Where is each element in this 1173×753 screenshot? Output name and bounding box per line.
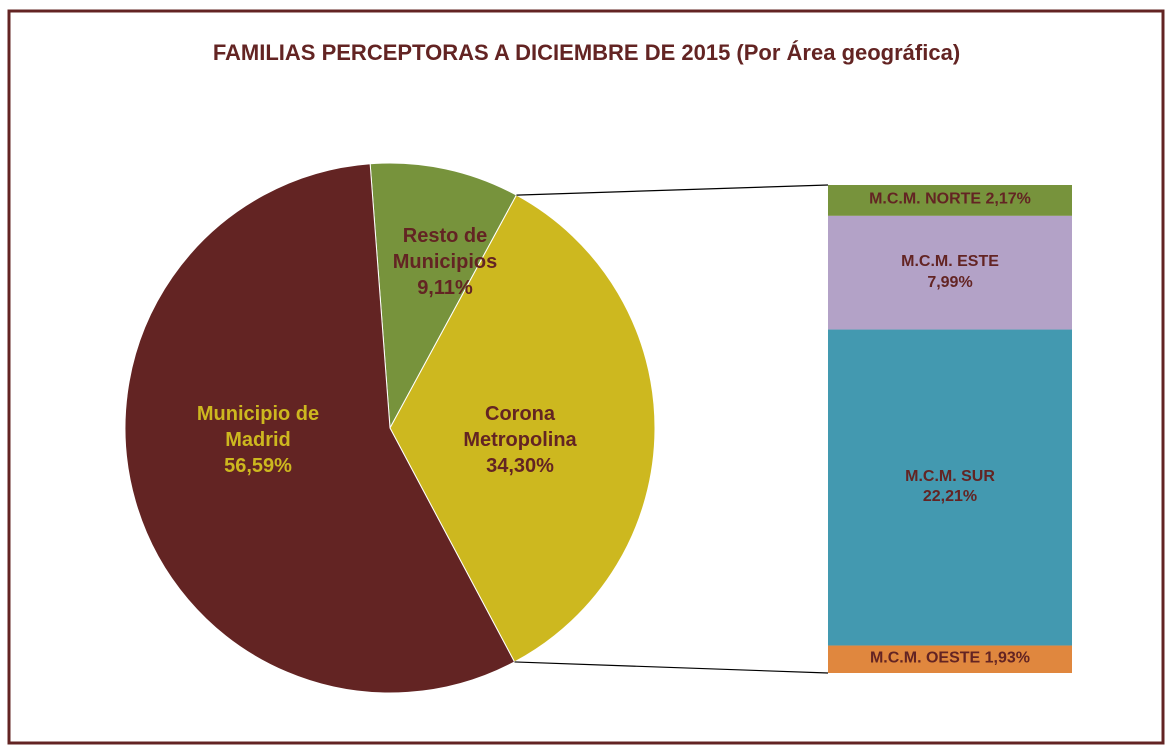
bar-segment <box>828 215 1072 330</box>
slice-label: Corona Metropolina 34,30% <box>440 401 600 479</box>
bar-value: 2,17% <box>985 191 1031 209</box>
chart-title: FAMILIAS PERCEPTORAS A DICIEMBRE DE 2015… <box>212 40 961 65</box>
bar-category: M.C.M. NORTE <box>869 191 982 209</box>
bar-value: 1,93% <box>984 649 1031 667</box>
bar-segment <box>828 645 1072 673</box>
slice-category: Corona Metropolina <box>463 403 577 451</box>
slice-value: 56,59% <box>224 455 292 477</box>
bar-label: M.C.M. OESTE 1,93% <box>828 649 1072 670</box>
bar-label: M.C.M. SUR 22,21% <box>828 467 1072 509</box>
slice-label: Municipio de Madrid 56,59% <box>183 401 333 479</box>
pie-slice <box>124 163 516 694</box>
connector <box>514 661 829 674</box>
bar-category: M.C.M. SUR <box>905 467 995 485</box>
bar-segment <box>828 185 1072 216</box>
slice-value: 34,30% <box>486 455 554 477</box>
pie-slice <box>389 194 656 663</box>
slice-category: Municipio de Madrid <box>196 403 320 451</box>
slice-label: Resto de Municipios 9,11% <box>380 223 510 301</box>
slice-category: Resto de Municipios <box>392 225 498 273</box>
pie-slice <box>369 162 518 430</box>
bar-value: 7,99% <box>927 273 973 291</box>
bar-category: M.C.M. ESTE <box>901 252 999 270</box>
slice-value: 9,11% <box>417 277 473 299</box>
bar-label: M.C.M. NORTE 2,17% <box>828 190 1072 211</box>
bar-segment <box>828 329 1072 646</box>
bar-label: M.C.M. ESTE 7,99% <box>828 252 1072 294</box>
bar-category: M.C.M. OESTE <box>869 649 981 667</box>
bar-value: 22,21% <box>922 488 978 506</box>
connector <box>516 184 829 196</box>
